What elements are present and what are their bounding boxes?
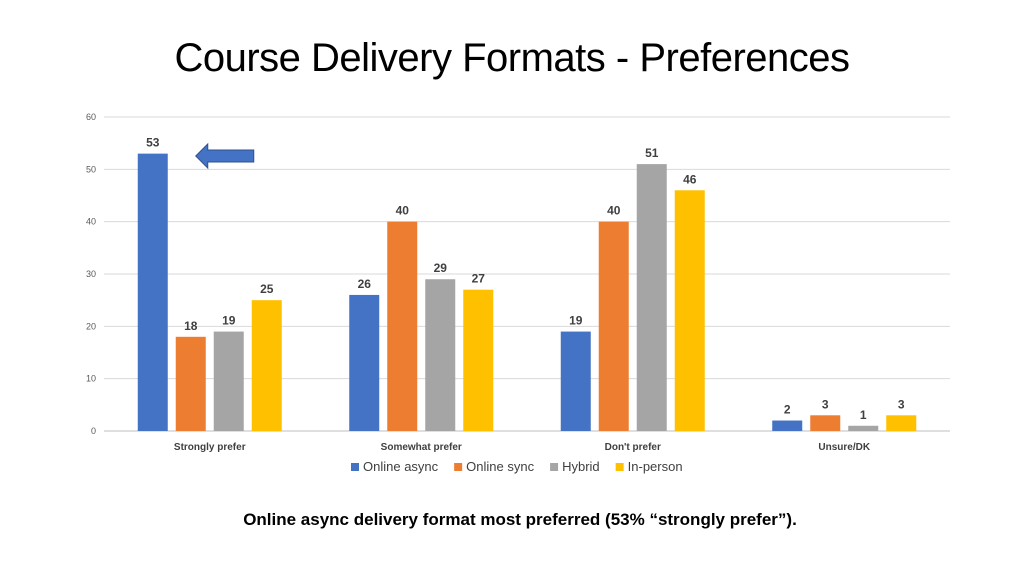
x-tick-label: Unsure/DK: [818, 442, 870, 453]
x-tick-label: Strongly prefer: [174, 442, 246, 453]
data-label: 3: [898, 397, 905, 411]
legend-label: Online sync: [466, 459, 534, 474]
data-label: 25: [260, 282, 274, 296]
legend-swatch: [615, 463, 624, 471]
bar: [175, 336, 206, 431]
data-label: 26: [358, 277, 372, 291]
bar: [213, 331, 244, 431]
data-label: 1: [860, 408, 867, 422]
bar: [772, 420, 803, 431]
bar-chart: 0 10 20 30 40 50 60 53 18 19 25 26 40 29 27 19 40 51 46 2 3…: [86, 112, 950, 474]
x-tick-label: Don't prefer: [605, 442, 661, 453]
legend-swatch: [454, 463, 463, 471]
data-label: 53: [146, 136, 160, 150]
y-tick-label: 30: [86, 269, 96, 279]
data-label: 19: [569, 314, 583, 328]
bar: [463, 289, 494, 431]
data-label: 18: [184, 319, 198, 333]
legend-label: Hybrid: [562, 459, 600, 474]
bar: [560, 331, 591, 431]
legend-label: In-person: [628, 459, 683, 474]
bar: [886, 415, 917, 431]
data-label: 3: [822, 397, 829, 411]
bar: [598, 221, 629, 431]
data-label: 27: [472, 272, 486, 286]
bar: [349, 294, 380, 431]
y-tick-label: 10: [86, 374, 96, 384]
bar: [674, 190, 705, 431]
legend-swatch: [550, 463, 559, 471]
slide-caption: Online async delivery format most prefer…: [243, 510, 797, 529]
y-tick-label: 60: [86, 112, 96, 122]
data-label: 29: [434, 261, 448, 275]
legend-label: Online async: [363, 459, 439, 474]
y-tick-label: 40: [86, 217, 96, 227]
y-tick-label: 50: [86, 164, 96, 174]
data-label: 40: [607, 204, 621, 218]
data-label: 40: [396, 204, 410, 218]
data-label: 2: [784, 403, 791, 417]
y-tick-label: 0: [91, 426, 96, 436]
x-tick-label: Somewhat prefer: [381, 442, 462, 453]
bar: [387, 221, 418, 431]
bar: [810, 415, 841, 431]
y-tick-label: 20: [86, 321, 96, 331]
bar: [251, 300, 282, 431]
data-label: 19: [222, 314, 236, 328]
arrow-icon: [195, 142, 255, 170]
data-label: 51: [645, 146, 659, 160]
bar: [137, 153, 168, 431]
data-label: 46: [683, 172, 697, 186]
bar: [425, 279, 456, 431]
bar: [848, 425, 879, 431]
slide-title: Course Delivery Formats - Preferences: [174, 36, 850, 80]
legend-swatch: [351, 463, 359, 471]
bar: [636, 164, 667, 431]
